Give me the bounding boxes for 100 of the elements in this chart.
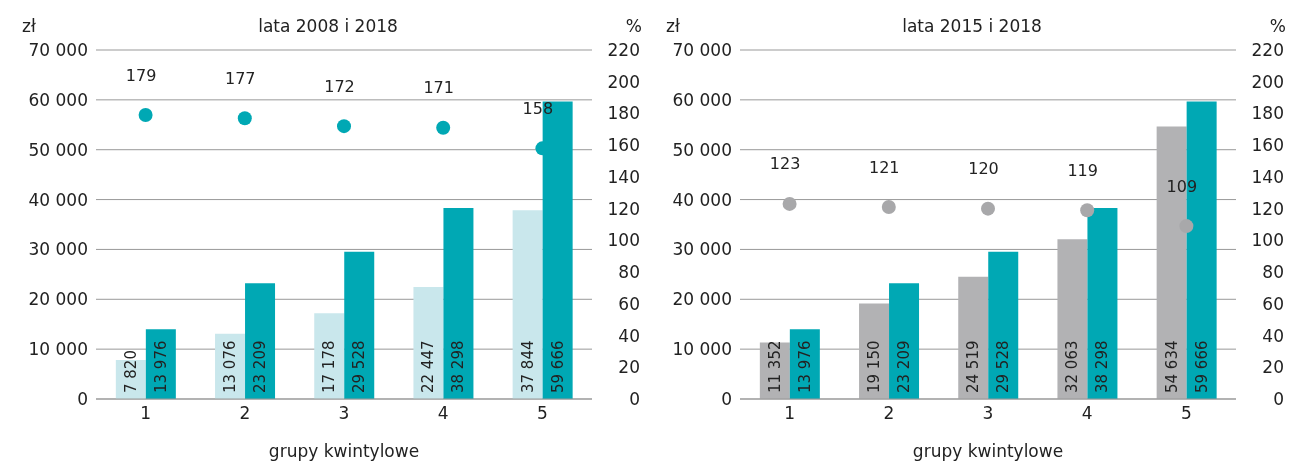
bar [314,313,345,399]
bar [413,287,444,399]
y-axis-title: zł [666,16,680,36]
y2-tick-label: 120 [1251,198,1284,219]
bar [988,251,1019,399]
y-tick-label: 10 000 [28,339,88,360]
data-label: 59 666 [548,340,567,393]
y-axis-title: zł [22,16,36,36]
y2-tick-label: 140 [607,166,640,187]
point [981,201,995,216]
point [337,119,351,134]
x-tick-label: 4 [437,403,449,424]
y2-tick-label: 160 [607,135,640,156]
data-label: 29 528 [994,340,1013,393]
x-axis-title: grupy kwintylowe [268,441,420,461]
x-tick-label: 3 [982,403,994,424]
data-label: 54 634 [1162,340,1181,393]
data-label: 13 976 [151,340,170,393]
y-tick-label: 60 000 [672,89,732,110]
data-label: 38 298 [1093,340,1112,393]
x-tick-label: 1 [784,403,796,424]
x-tick-label: 1 [140,403,152,424]
x-tick-label: 2 [883,403,895,424]
y2-axis-title: % [1269,16,1286,36]
y2-tick-label: 0 [1273,389,1284,410]
y2-tick-label: 60 [618,293,640,314]
point [1080,203,1095,218]
data-label: 177 [225,68,256,88]
point [1179,219,1194,234]
y-tick-label: 30 000 [672,239,732,260]
y-tick-label: 20 000 [28,289,88,310]
y2-tick-label: 220 [1251,40,1284,61]
data-label: 11 352 [765,340,784,393]
data-label: 17 178 [320,340,339,393]
x-tick-label: 4 [1081,403,1093,424]
bar [958,276,989,399]
y-tick-label: 40 000 [672,189,732,210]
y2-tick-label: 180 [1251,103,1284,124]
data-label: 7 820 [121,350,140,393]
y2-tick-label: 20 [618,357,640,378]
x-tick-label: 3 [338,403,350,424]
y-tick-label: 30 000 [28,239,88,260]
y2-tick-label: 200 [1251,71,1284,92]
y-tick-label: 20 000 [672,289,732,310]
data-label: 121 [869,157,900,177]
chart-title: lata 2015 i 2018 [902,16,1042,36]
bar [1087,208,1118,399]
x-tick-label: 2 [239,403,251,424]
bar [512,210,543,399]
bar [245,283,276,399]
y2-tick-label: 80 [618,262,640,283]
x-tick-label: 5 [1180,403,1192,424]
bar [889,283,920,399]
point [436,120,451,135]
y-tick-label: 60 000 [28,89,88,110]
y-tick-label: 40 000 [28,189,88,210]
chart-title: lata 2008 i 2018 [258,16,398,36]
y2-tick-label: 100 [1251,230,1284,251]
point [138,108,153,123]
data-label: 19 150 [865,340,884,393]
y-tick-label: 50 000 [28,139,88,160]
data-label: 32 063 [1063,340,1082,393]
data-label: 172 [324,76,355,96]
y-tick-label: 70 000 [28,40,88,61]
y2-tick-label: 20 [1262,357,1284,378]
y2-tick-label: 140 [1251,166,1284,187]
x-axis-title: grupy kwintylowe [912,441,1064,461]
data-label: 22 447 [419,340,438,393]
y2-tick-label: 200 [607,71,640,92]
data-label: 29 528 [350,340,369,393]
data-label: 37 844 [518,340,537,393]
data-label: 24 519 [964,340,983,393]
y2-tick-label: 100 [607,230,640,251]
y2-tick-label: 0 [629,389,640,410]
data-label: 119 [1067,160,1098,180]
data-label: 23 209 [251,340,270,393]
y2-tick-label: 60 [1262,293,1284,314]
data-label: 120 [968,159,999,179]
bar [443,208,474,399]
bar [344,251,375,399]
data-label: 59 666 [1192,340,1211,393]
y2-tick-label: 160 [1251,135,1284,156]
y2-tick-label: 120 [607,198,640,219]
data-label: 13 076 [221,340,240,393]
y2-tick-label: 40 [1262,325,1284,346]
x-tick-label: 5 [536,403,548,424]
y-tick-label: 50 000 [672,139,732,160]
y2-tick-label: 180 [607,103,640,124]
y2-axis-title: % [625,16,642,36]
y-tick-label: 0 [721,389,732,410]
bar [1057,239,1088,399]
y2-tick-label: 80 [1262,262,1284,283]
data-label: 171 [423,78,454,98]
data-label: 23 209 [895,340,914,393]
y-tick-label: 10 000 [672,339,732,360]
y2-tick-label: 40 [618,325,640,346]
data-label: 13 976 [795,340,814,393]
data-label: 179 [125,65,157,85]
y-tick-label: 70 000 [672,40,732,61]
point [237,111,252,126]
